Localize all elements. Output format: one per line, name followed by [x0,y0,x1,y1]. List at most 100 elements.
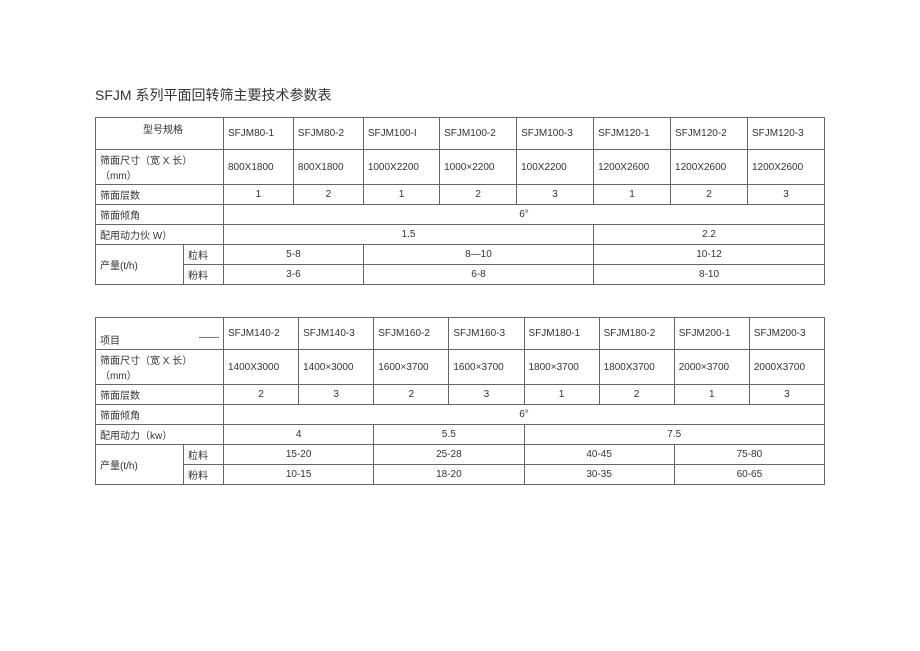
size-label: 筛面尺寸（宽 X 长） （mm） [96,350,224,385]
layers-value: 3 [748,185,825,205]
layers-value: 1 [594,185,671,205]
table-header-row: 项目 —— SFJM140-2 SFJM140-3 SFJM160-2 SFJM… [96,318,825,350]
table-row: 配用动力伙 W） 1.5 2.2 [96,225,825,245]
model-col: SFJM100-2 [440,118,517,150]
model-col: SFJM120-3 [748,118,825,150]
size-value: 2000×3700 [674,350,749,385]
size-value: 1200X2600 [748,150,825,185]
layers-value: 2 [293,185,363,205]
layers-value: 3 [449,385,524,405]
power-label: 配用动力（kw） [96,425,224,445]
size-value: 1400×3000 [299,350,374,385]
power-value: 5.5 [374,425,524,445]
table-row: 筛面尺寸（宽 X 长） （mm） 1400X3000 1400×3000 160… [96,350,825,385]
table-gap [95,285,825,317]
size-value: 100X2200 [517,150,594,185]
power-value: 4 [224,425,374,445]
table-row: 筛面尺寸（宽 X 长） （mm） 800X1800 800X1800 1000X… [96,150,825,185]
size-value: 1800×3700 [524,350,599,385]
size-value: 1600×3700 [449,350,524,385]
table-header-row: 型号规格 SFJM80-1 SFJM80-2 SFJM100-I SFJM100… [96,118,825,150]
granule-value: 40-45 [524,445,674,465]
spec-table-1: 型号规格 SFJM80-1 SFJM80-2 SFJM100-I SFJM100… [95,117,825,285]
capacity-label: 产量(t/h) [96,245,184,285]
layers-value: 1 [524,385,599,405]
layers-value: 1 [224,185,294,205]
table-row: 筛面层数 1 2 1 2 3 1 2 3 [96,185,825,205]
model-col: SFJM180-2 [599,318,674,350]
size-value: 2000X3700 [749,350,824,385]
granule-label: 粒料 [184,245,224,265]
granule-value: 10-12 [594,245,825,265]
size-value: 1200X2600 [594,150,671,185]
layers-value: 2 [671,185,748,205]
angle-value: 6° [224,205,825,225]
granule-value: 8—10 [363,245,593,265]
powder-value: 10-15 [224,465,374,485]
powder-value: 60-65 [674,465,824,485]
model-col: SFJM140-3 [299,318,374,350]
size-value: 1000×2200 [440,150,517,185]
table-row: 筛面倾角 6° [96,405,825,425]
layers-value: 2 [374,385,449,405]
layers-value: 3 [299,385,374,405]
size-value: 800X1800 [293,150,363,185]
model-header-label: 型号规格 [96,118,224,150]
size-label: 筛面尺寸（宽 X 长） （mm） [96,150,224,185]
powder-label: 粉料 [184,465,224,485]
model-col: SFJM80-1 [224,118,294,150]
model-col: SFJM100-3 [517,118,594,150]
granule-label: 粒料 [184,445,224,465]
capacity-label: 产量(t/h) [96,445,184,485]
power-value: 1.5 [224,225,594,245]
header-dash: —— [169,332,219,343]
layers-label: 筛面层数 [96,185,224,205]
size-value: 1400X3000 [224,350,299,385]
model-col: SFJM100-I [363,118,439,150]
project-label-text: 项目 [100,336,120,347]
granule-value: 15-20 [224,445,374,465]
granule-value: 5-8 [224,245,364,265]
layers-value: 1 [363,185,439,205]
model-col: SFJM140-2 [224,318,299,350]
angle-value: 6° [224,405,825,425]
angle-label: 筛面倾角 [96,405,224,425]
table-row: 粉料 10-15 18-20 30-35 60-65 [96,465,825,485]
granule-value: 75-80 [674,445,824,465]
powder-value: 30-35 [524,465,674,485]
model-col: SFJM180-1 [524,318,599,350]
granule-value: 25-28 [374,445,524,465]
size-value: 800X1800 [224,150,294,185]
power-label: 配用动力伙 W） [96,225,224,245]
powder-value: 6-8 [363,265,593,285]
layers-value: 3 [517,185,594,205]
layers-value: 3 [749,385,824,405]
table-row: 产量(t/h) 粒料 5-8 8—10 10-12 [96,245,825,265]
model-col: SFJM160-2 [374,318,449,350]
model-col: SFJM200-1 [674,318,749,350]
size-value: 1800X3700 [599,350,674,385]
layers-value: 2 [440,185,517,205]
powder-value: 8-10 [594,265,825,285]
model-col: SFJM120-2 [671,118,748,150]
angle-label: 筛面倾角 [96,205,224,225]
table-row: 产量(t/h) 粒料 15-20 25-28 40-45 75-80 [96,445,825,465]
table-row: 配用动力（kw） 4 5.5 7.5 [96,425,825,445]
powder-value: 3-6 [224,265,364,285]
size-value: 1200X2600 [671,150,748,185]
project-header-label: 项目 —— [96,318,224,350]
model-col: SFJM200-3 [749,318,824,350]
layers-value: 2 [599,385,674,405]
model-col: SFJM160-3 [449,318,524,350]
layers-label: 筛面层数 [96,385,224,405]
power-value: 7.5 [524,425,825,445]
spec-table-2: 项目 —— SFJM140-2 SFJM140-3 SFJM160-2 SFJM… [95,317,825,485]
page-title: SFJM 系列平面回转筛主要技术参数表 [95,85,825,105]
size-value: 1600×3700 [374,350,449,385]
size-value: 1000X2200 [363,150,439,185]
powder-value: 18-20 [374,465,524,485]
model-col: SFJM120-1 [594,118,671,150]
power-value: 2.2 [594,225,825,245]
table-row: 筛面层数 2 3 2 3 1 2 1 3 [96,385,825,405]
layers-value: 2 [224,385,299,405]
